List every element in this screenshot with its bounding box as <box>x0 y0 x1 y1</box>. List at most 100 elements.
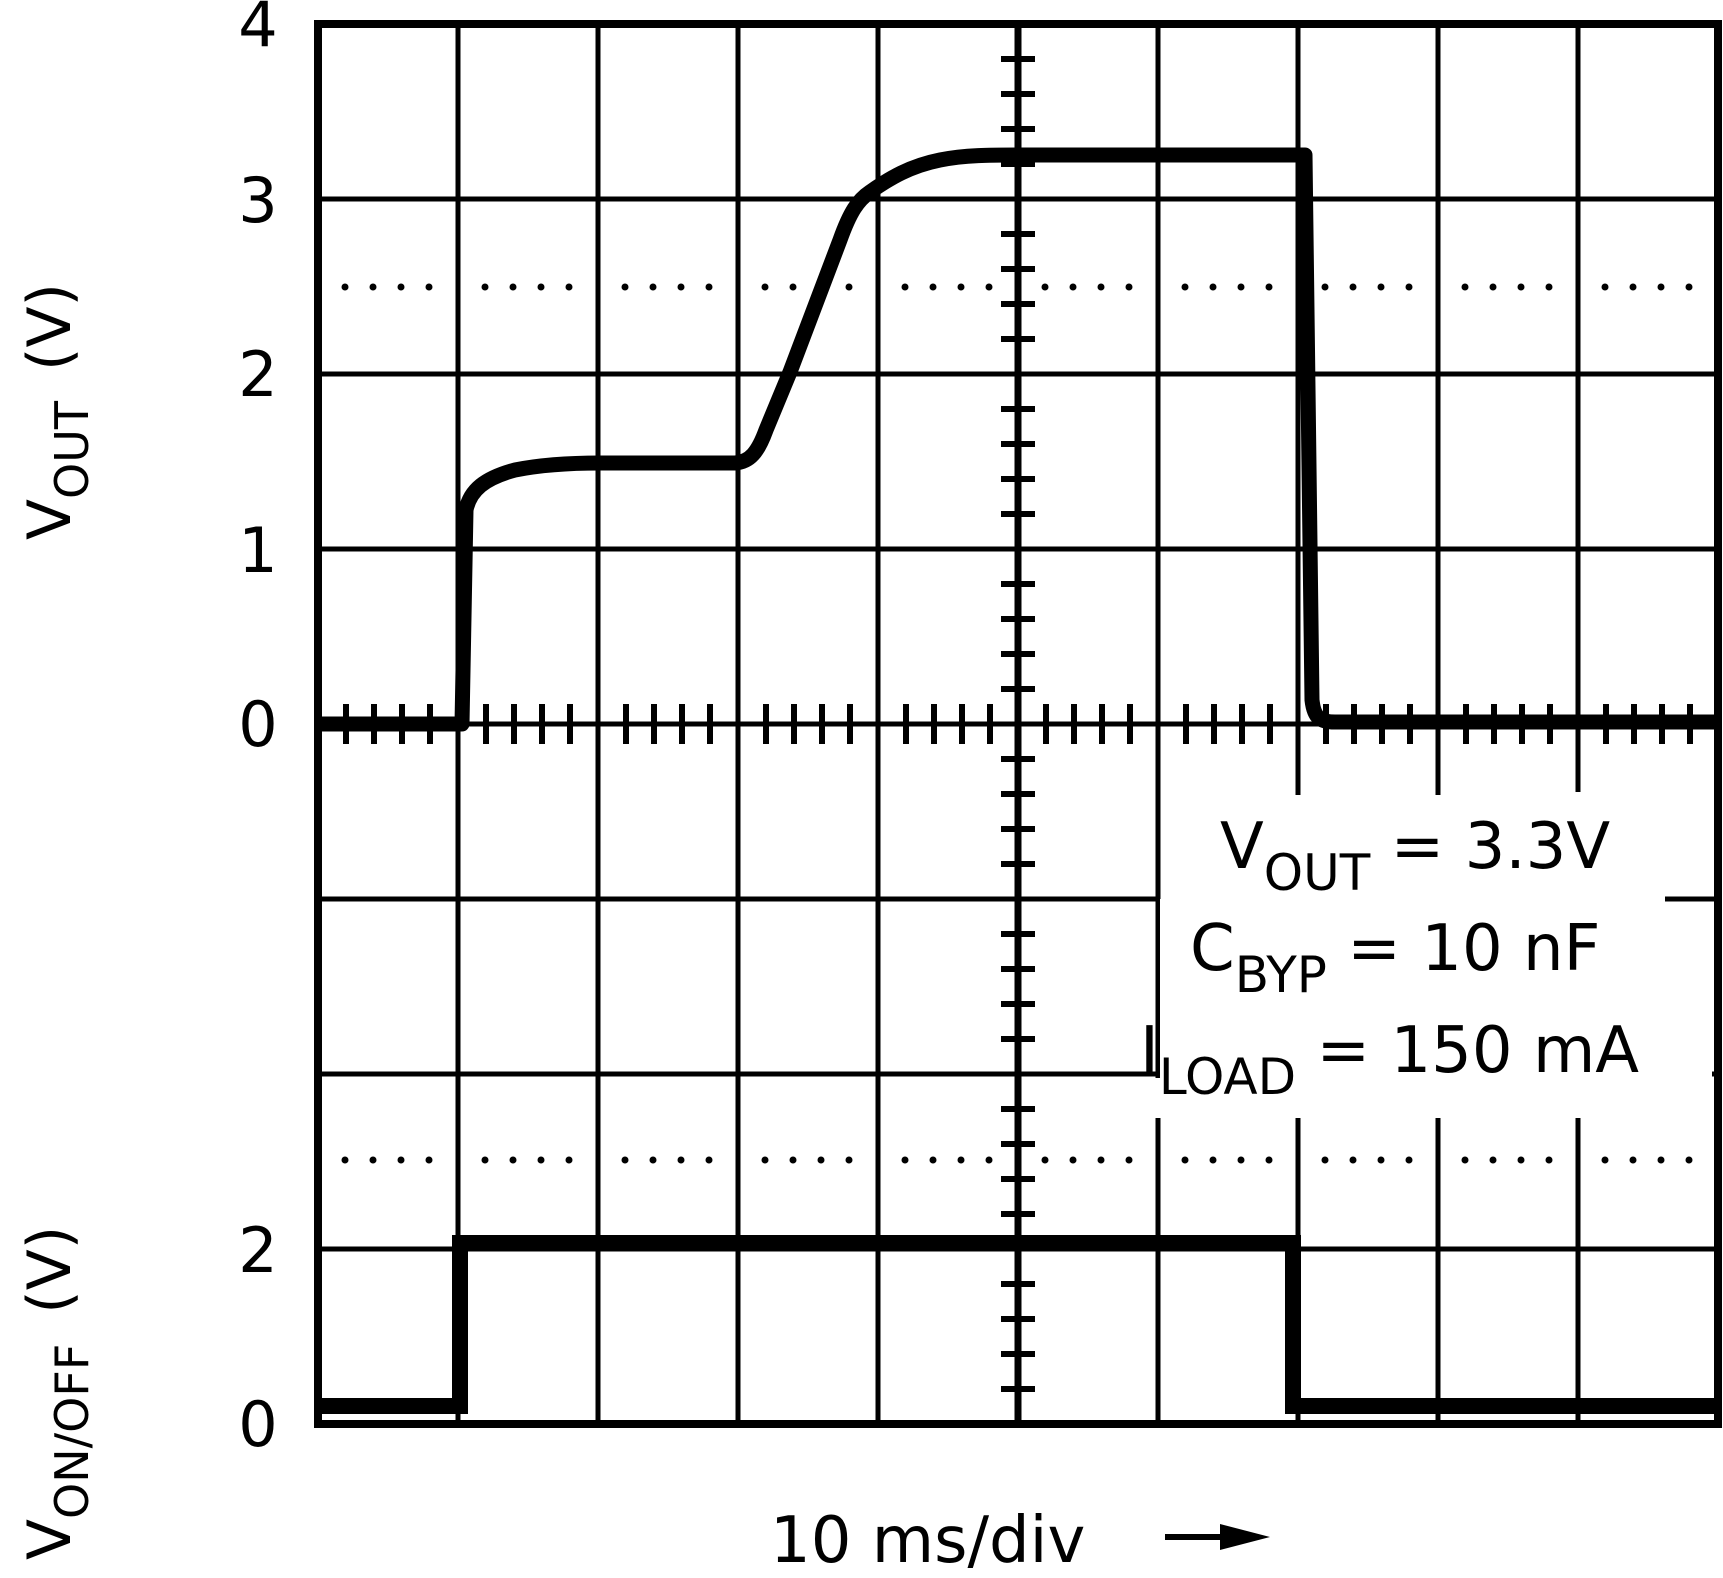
reference-dot <box>341 283 349 291</box>
reference-dot <box>1657 1156 1665 1164</box>
reference-dot <box>705 1156 713 1164</box>
reference-dot <box>537 1156 545 1164</box>
dotted-reference-lines <box>341 283 1693 1164</box>
reference-dot <box>649 283 657 291</box>
reference-dot <box>1517 283 1525 291</box>
y-tick-4: 4 <box>238 0 277 61</box>
arrow-right-icon <box>1165 1524 1270 1550</box>
reference-dot <box>761 1156 769 1164</box>
von-tick-2: 2 <box>238 1214 277 1287</box>
reference-dot <box>957 283 965 291</box>
reference-dot <box>677 1156 685 1164</box>
reference-dot <box>1265 283 1273 291</box>
reference-dot <box>1265 1156 1273 1164</box>
reference-dot <box>425 283 433 291</box>
reference-dot <box>425 1156 433 1164</box>
reference-dot <box>957 1156 965 1164</box>
reference-dot <box>901 1156 909 1164</box>
reference-dot <box>845 1156 853 1164</box>
reference-dot <box>565 283 573 291</box>
reference-dot <box>705 283 713 291</box>
vout-axis-label: VOUT(V) <box>15 283 99 540</box>
reference-dot <box>677 283 685 291</box>
x-axis-label: 10 ms/div <box>770 1504 1085 1578</box>
reference-dot <box>1349 283 1357 291</box>
test-conditions-annotation: VOUT = 3.3V CBYP = 10 nF ILOAD = 150 mA <box>1140 810 1639 1106</box>
annotation-vout: VOUT = 3.3V <box>1220 810 1610 902</box>
reference-dot <box>1461 1156 1469 1164</box>
reference-dot <box>929 283 937 291</box>
reference-dot <box>1489 283 1497 291</box>
reference-dot <box>1489 1156 1497 1164</box>
annotation-iload: ILOAD = 150 mA <box>1140 1014 1639 1106</box>
reference-dot <box>985 283 993 291</box>
reference-dot <box>537 283 545 291</box>
reference-dot <box>369 283 377 291</box>
reference-dot <box>901 283 909 291</box>
annotation-cbyp: CBYP = 10 nF <box>1190 912 1600 1004</box>
von-tick-0: 0 <box>238 1388 277 1461</box>
reference-dot <box>1629 283 1637 291</box>
reference-dot <box>761 283 769 291</box>
reference-dot <box>397 1156 405 1164</box>
reference-dot <box>369 1156 377 1164</box>
reference-dot <box>929 1156 937 1164</box>
reference-dot <box>985 1156 993 1164</box>
reference-dot <box>845 283 853 291</box>
reference-dot <box>1377 1156 1385 1164</box>
reference-dot <box>509 283 517 291</box>
annotation-mask <box>1135 792 1712 1118</box>
reference-dot <box>1321 1156 1329 1164</box>
reference-dot <box>481 283 489 291</box>
reference-dot <box>1461 283 1469 291</box>
reference-dot <box>1405 1156 1413 1164</box>
reference-dot <box>341 1156 349 1164</box>
reference-dot <box>1601 1156 1609 1164</box>
reference-dot <box>1405 283 1413 291</box>
reference-dot <box>1209 283 1217 291</box>
y-tick-0: 0 <box>238 688 277 761</box>
reference-dot <box>1321 283 1329 291</box>
reference-dot <box>1601 283 1609 291</box>
von-off-axis-label: VON/OFF(V) <box>15 1226 99 1560</box>
reference-dot <box>1209 1156 1217 1164</box>
reference-dot <box>621 1156 629 1164</box>
reference-dot <box>1517 1156 1525 1164</box>
y-tick-1: 1 <box>238 514 277 587</box>
reference-dot <box>1237 283 1245 291</box>
reference-dot <box>1377 283 1385 291</box>
reference-dot <box>1237 1156 1245 1164</box>
reference-dot <box>1125 283 1133 291</box>
reference-dot <box>1349 1156 1357 1164</box>
vout-trace <box>318 147 1718 732</box>
reference-dot <box>1685 283 1693 291</box>
reference-dot <box>1629 1156 1637 1164</box>
reference-dot <box>1685 1156 1693 1164</box>
reference-dot <box>481 1156 489 1164</box>
reference-dot <box>1181 283 1189 291</box>
reference-dot <box>789 1156 797 1164</box>
reference-dot <box>1069 1156 1077 1164</box>
reference-dot <box>1097 1156 1105 1164</box>
reference-dot <box>789 283 797 291</box>
y-tick-2: 2 <box>238 338 277 411</box>
reference-dot <box>1069 283 1077 291</box>
reference-dot <box>1097 283 1105 291</box>
reference-dot <box>649 1156 657 1164</box>
reference-dot <box>397 283 405 291</box>
y-tick-3: 3 <box>238 164 277 237</box>
reference-dot <box>1041 1156 1049 1164</box>
reference-dot <box>1657 283 1665 291</box>
reference-dot <box>1181 1156 1189 1164</box>
reference-dot <box>1545 283 1553 291</box>
reference-dot <box>817 1156 825 1164</box>
reference-dot <box>1041 283 1049 291</box>
reference-dot <box>1125 1156 1133 1164</box>
reference-dot <box>1545 1156 1553 1164</box>
reference-dot <box>565 1156 573 1164</box>
reference-dot <box>509 1156 517 1164</box>
reference-dot <box>621 283 629 291</box>
von-off-trace <box>318 1235 1718 1414</box>
